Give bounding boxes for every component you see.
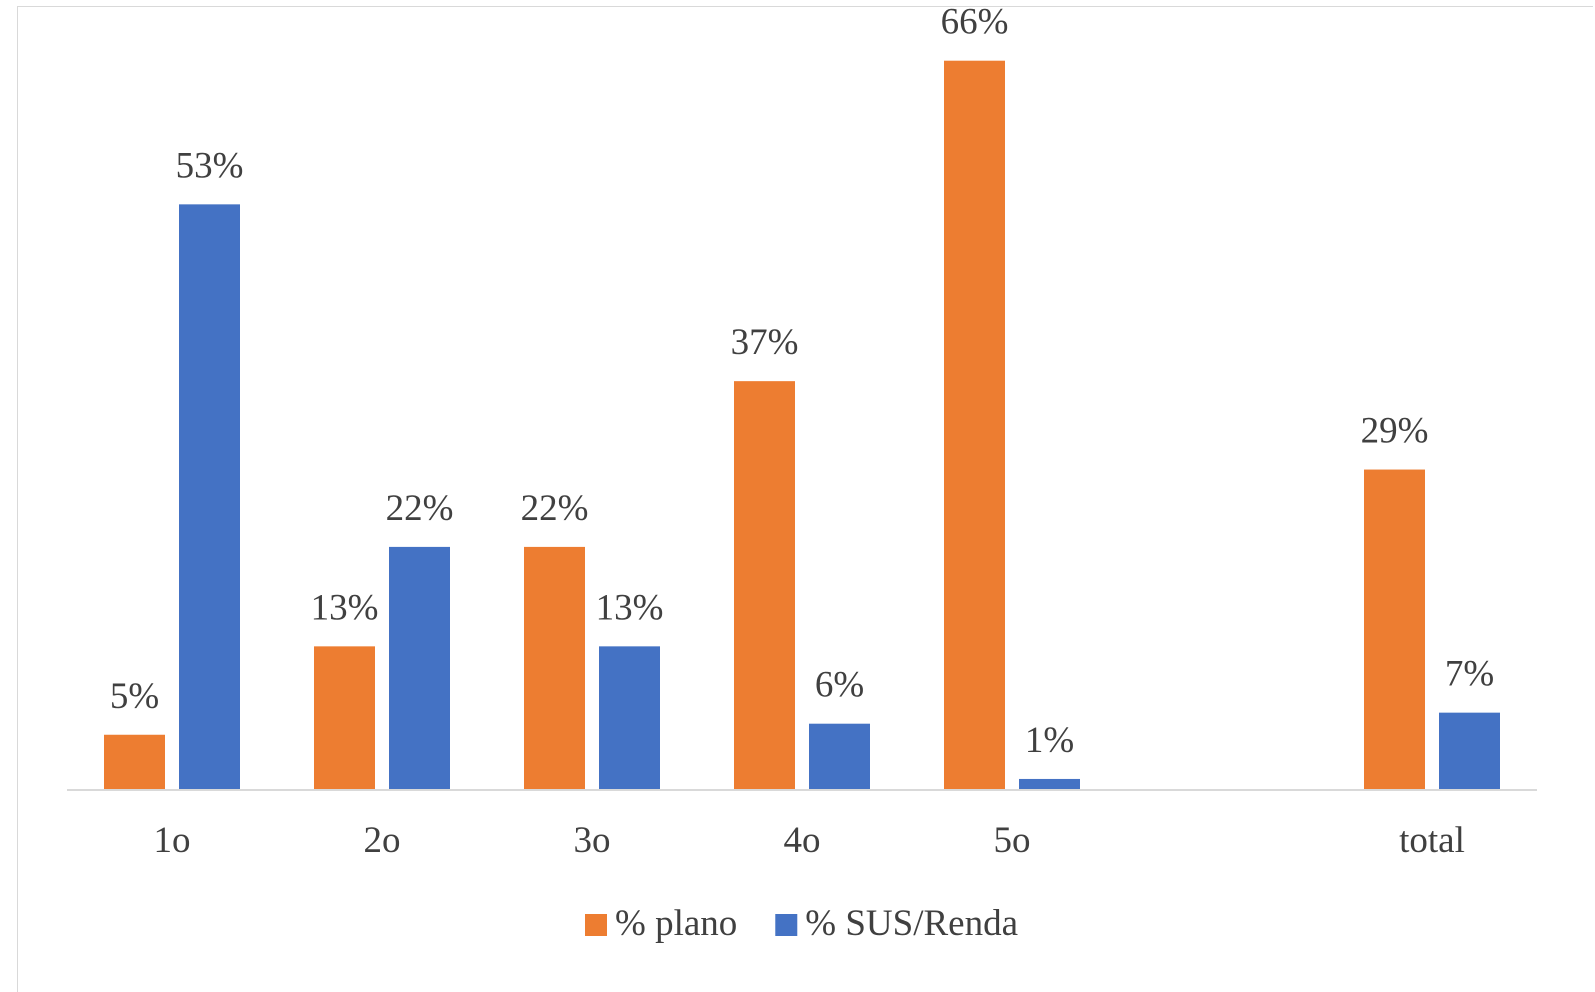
legend-label-sus-renda: % SUS/Renda — [805, 903, 1018, 944]
bar-plano-4o — [734, 381, 795, 790]
chart-frame — [17, 6, 1593, 992]
data-label-plano-4o: 37% — [731, 322, 799, 363]
data-label-sus-renda-total: 7% — [1445, 654, 1494, 695]
bar-sus-renda-1o — [179, 204, 240, 791]
x-tick-labels-group: 1o 2o 3o 4o 5o total — [154, 820, 1465, 861]
bars-group — [104, 60, 1500, 791]
bar-plano-5o — [944, 60, 1005, 790]
data-label-plano-1o: 5% — [110, 676, 159, 717]
data-label-sus-renda-2o: 22% — [386, 488, 454, 529]
bar-plano-2o — [314, 646, 375, 790]
data-label-sus-renda-1o: 53% — [176, 145, 244, 186]
x-tick-label-total: total — [1399, 820, 1465, 861]
bar-plano-1o — [104, 734, 165, 790]
bar-plano-3o — [524, 546, 585, 790]
x-tick-label-1o: 1o — [154, 820, 191, 861]
data-label-plano-3o: 22% — [521, 488, 589, 529]
bar-sus-renda-3o — [599, 646, 660, 790]
legend: % plano % SUS/Renda — [585, 903, 1018, 944]
bar-sus-renda-4o — [809, 723, 870, 790]
x-tick-label-2o: 2o — [364, 820, 401, 861]
legend-swatch-sus-renda — [775, 914, 798, 936]
x-tick-label-3o: 3o — [574, 820, 611, 861]
bar-sus-renda-2o — [389, 546, 450, 790]
x-tick-label-5o: 5o — [994, 820, 1031, 861]
bar-sus-renda-total — [1439, 712, 1500, 790]
legend-swatch-plano — [585, 914, 607, 936]
data-label-plano-total: 29% — [1361, 411, 1429, 452]
legend-label-plano: % plano — [615, 903, 737, 944]
data-labels-group: 5% 53% 13% 22% 22% 13% 37% 6% 66% 1% 29% 7% — [110, 2, 1494, 761]
data-label-plano-5o: 66% — [941, 2, 1009, 43]
data-label-sus-renda-3o: 13% — [596, 587, 664, 628]
bar-sus-renda-5o — [1019, 778, 1080, 790]
data-label-sus-renda-5o: 1% — [1025, 720, 1074, 761]
bar-plano-total — [1364, 469, 1425, 790]
data-label-sus-renda-4o: 6% — [815, 665, 864, 706]
x-tick-label-4o: 4o — [784, 820, 821, 861]
data-label-plano-2o: 13% — [311, 587, 379, 628]
